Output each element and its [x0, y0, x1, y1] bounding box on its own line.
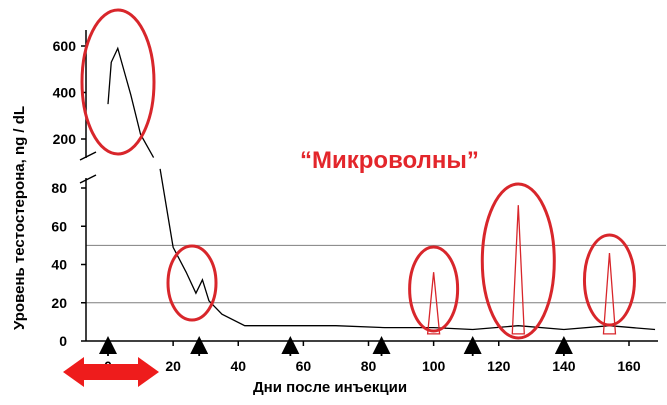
ellipse-initial-surge: [80, 8, 156, 156]
x-axis-title: Дни после инъекции: [253, 379, 407, 396]
axis-break-top: [79, 151, 97, 161]
y-tick-label-60: 60: [51, 218, 67, 234]
y-tick-label-400: 400: [53, 85, 77, 101]
annotation-microwaves: “Микроволны”: [300, 147, 479, 174]
ellipse-microwave-day-154: [582, 233, 636, 327]
microwave-spikes: [426, 205, 617, 335]
series-line-lower: [159, 168, 656, 331]
ellipse-day-28-spike: [166, 244, 218, 322]
highlight-ellipses: [80, 8, 636, 340]
x-tick-label-160: 160: [617, 358, 641, 374]
series-lines: [107, 46, 656, 331]
x-tick-label-120: 120: [487, 358, 511, 374]
y-tick-label-0: 0: [59, 333, 67, 349]
x-tick-label-20: 20: [165, 358, 181, 374]
y-tick-label-200: 200: [53, 131, 77, 147]
x-tick-label-40: 40: [230, 358, 246, 374]
tick-labels: 020406080200400600020406080100120140160: [51, 38, 640, 374]
y-tick-label-600: 600: [53, 38, 77, 54]
microwave-spike-day-126: [511, 205, 525, 335]
y-tick-label-20: 20: [51, 295, 67, 311]
axes: [79, 30, 658, 342]
double-arrow-dosing-period: [63, 357, 159, 387]
x-tick-label-140: 140: [552, 358, 576, 374]
y-tick-label-80: 80: [51, 180, 67, 196]
microwave-spike-day-154: [602, 252, 617, 335]
x-tick-label-100: 100: [422, 358, 446, 374]
ellipse-microwave-day-126: [480, 182, 556, 340]
axis-break-bottom: [79, 174, 97, 184]
y-tick-label-40: 40: [51, 257, 67, 273]
x-tick-label-60: 60: [296, 358, 312, 374]
x-tick-label-80: 80: [361, 358, 377, 374]
ellipse-microwave-day-100: [408, 245, 460, 333]
series-line-upper: [107, 46, 155, 158]
y-axis-title: Уровень тестостерона, ng / dL: [11, 106, 28, 330]
reference-lines: [86, 244, 666, 304]
injection-arrows: [99, 336, 573, 356]
microwave-spike-day-100: [426, 272, 441, 335]
